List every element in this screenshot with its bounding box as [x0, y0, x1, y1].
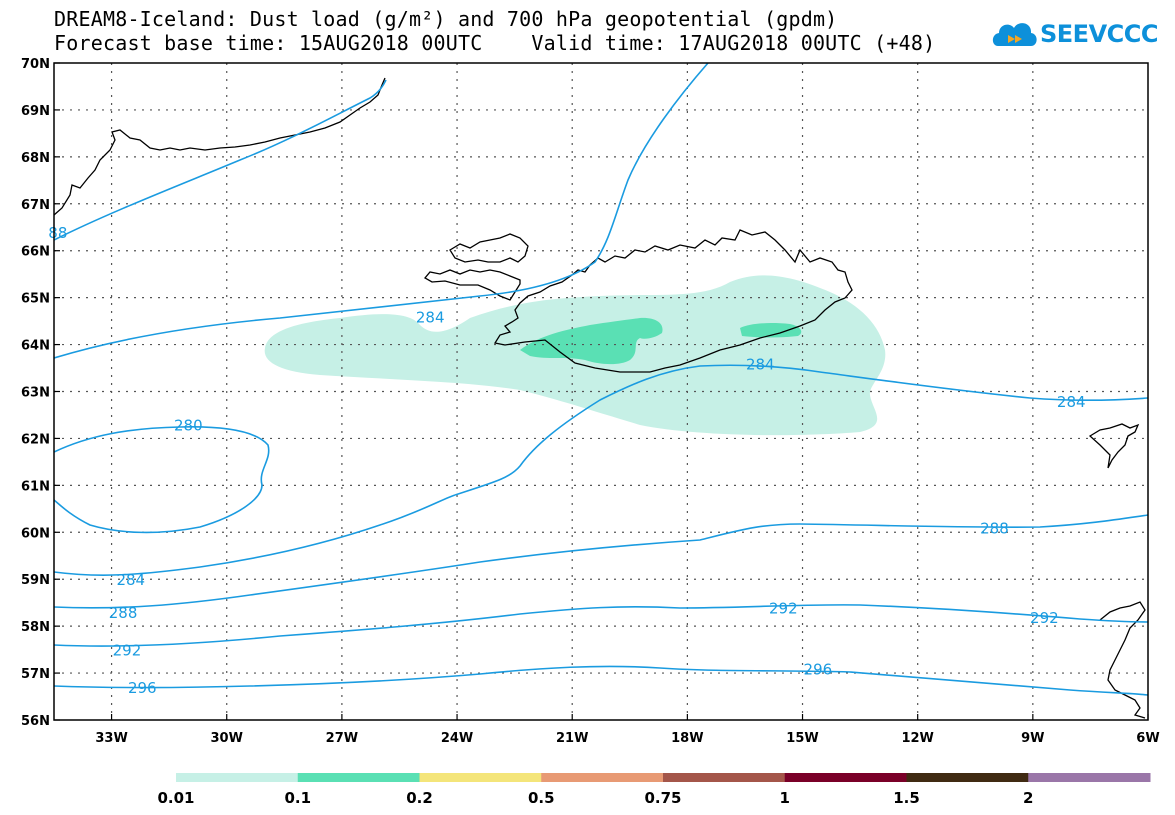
contour-label: 280	[174, 416, 203, 434]
lon-tick-label: 21W	[556, 731, 588, 746]
contour-label: 288	[109, 604, 138, 622]
color-legend: 0.01 0.1 0.2 0.5 0.75 1 1.5 2	[157, 773, 1151, 807]
lat-tick-label: 62N	[21, 432, 50, 447]
lat-tick-label: 64N	[21, 339, 50, 354]
legend-label: 2	[1023, 789, 1033, 807]
lat-tick-label: 56N	[21, 714, 50, 729]
gridlines	[54, 63, 1148, 720]
lon-tick-label: 33W	[95, 731, 127, 746]
legend-swatch	[1028, 773, 1151, 782]
dust-region-0.1-east	[740, 323, 802, 338]
lat-tick-label: 60N	[21, 526, 50, 541]
legend-label: 0.01	[157, 789, 194, 807]
dust-load-shading	[264, 275, 886, 436]
legend-swatch	[541, 773, 664, 782]
iceland-westfjords	[424, 233, 529, 301]
lat-tick-label: 63N	[21, 386, 50, 401]
lon-tick-label: 30W	[211, 731, 243, 746]
legend-label: 0.1	[284, 789, 311, 807]
legend-label: 0.2	[406, 789, 433, 807]
lat-tick-label: 58N	[21, 620, 50, 635]
contour-label: 284	[416, 308, 445, 326]
lat-tick-label: 66N	[21, 245, 50, 260]
contour-label: 292	[113, 642, 142, 660]
longitude-axis: 33W 30W 27W 24W 21W 18W 15W 12W 9W 6W	[95, 714, 1160, 746]
contour-labels: 88 284 284 284 280 288 284 288 292 292 292 296 296	[48, 224, 1086, 697]
lon-tick-label: 6W	[1136, 731, 1159, 746]
contour-label: 296	[128, 679, 157, 697]
legend-swatch	[176, 773, 299, 782]
lat-tick-label: 68N	[21, 151, 50, 166]
scotland-coast	[1099, 601, 1146, 719]
contour-280-loop	[54, 426, 270, 534]
legend-swatch	[663, 773, 786, 782]
legend-label: 0.5	[528, 789, 555, 807]
contour-292	[54, 604, 1148, 647]
contour-296	[54, 665, 1148, 696]
legend-swatch	[419, 773, 542, 782]
cloud-icon	[992, 23, 1037, 46]
faroe-islands	[1088, 423, 1140, 469]
contour-label: 284	[746, 355, 775, 373]
chart-subtitle: Forecast base time: 15AUG2018 00UTC Vali…	[54, 31, 936, 55]
lat-tick-label: 65N	[21, 292, 50, 307]
contour-label: 292	[1030, 609, 1059, 627]
lon-tick-label: 18W	[671, 731, 703, 746]
contour-288-south	[54, 514, 1148, 609]
lon-tick-label: 27W	[326, 731, 358, 746]
contour-284-upper	[54, 63, 709, 359]
lat-tick-label: 67N	[21, 198, 50, 213]
legend-label: 1.5	[893, 789, 920, 807]
chart-title: DREAM8-Iceland: Dust load (g/m²) and 700…	[54, 7, 838, 31]
contour-label: 292	[769, 599, 798, 617]
contour-label: 284	[116, 571, 145, 589]
greenland-coast	[54, 77, 386, 216]
lon-tick-label: 9W	[1021, 731, 1044, 746]
coastlines	[54, 77, 1146, 719]
legend-swatch	[906, 773, 1029, 782]
contour-284-main	[454, 364, 1148, 496]
contour-288-north	[54, 79, 387, 241]
logo-text: SEEVCCC	[1040, 20, 1159, 48]
lon-tick-label: 15W	[786, 731, 818, 746]
latitude-axis: 56N 57N 58N 59N 60N 61N 62N 63N 64N 65N 66N 67N 68N 6…	[21, 57, 60, 729]
seevccc-logo: SEEVCCC	[990, 14, 1159, 54]
lon-tick-label: 12W	[901, 731, 933, 746]
lat-tick-label: 70N	[21, 57, 50, 72]
legend-label: 0.75	[644, 789, 681, 807]
lat-tick-label: 59N	[21, 573, 50, 588]
contour-label: 296	[804, 660, 833, 678]
lon-tick-label: 24W	[441, 731, 473, 746]
contour-label: 288	[980, 520, 1009, 538]
legend-label: 1	[780, 789, 790, 807]
geopotential-contours	[54, 63, 1148, 696]
lat-tick-label: 57N	[21, 667, 50, 682]
lat-tick-label: 61N	[21, 479, 50, 494]
contour-label: 88	[48, 224, 67, 242]
contour-284-south	[54, 494, 456, 576]
contour-label: 284	[1057, 393, 1086, 411]
lat-tick-label: 69N	[21, 104, 50, 119]
iceland-coast	[493, 229, 853, 373]
legend-swatch	[297, 773, 420, 782]
legend-swatch	[784, 773, 907, 782]
dust-region-0.1-west	[520, 317, 663, 365]
